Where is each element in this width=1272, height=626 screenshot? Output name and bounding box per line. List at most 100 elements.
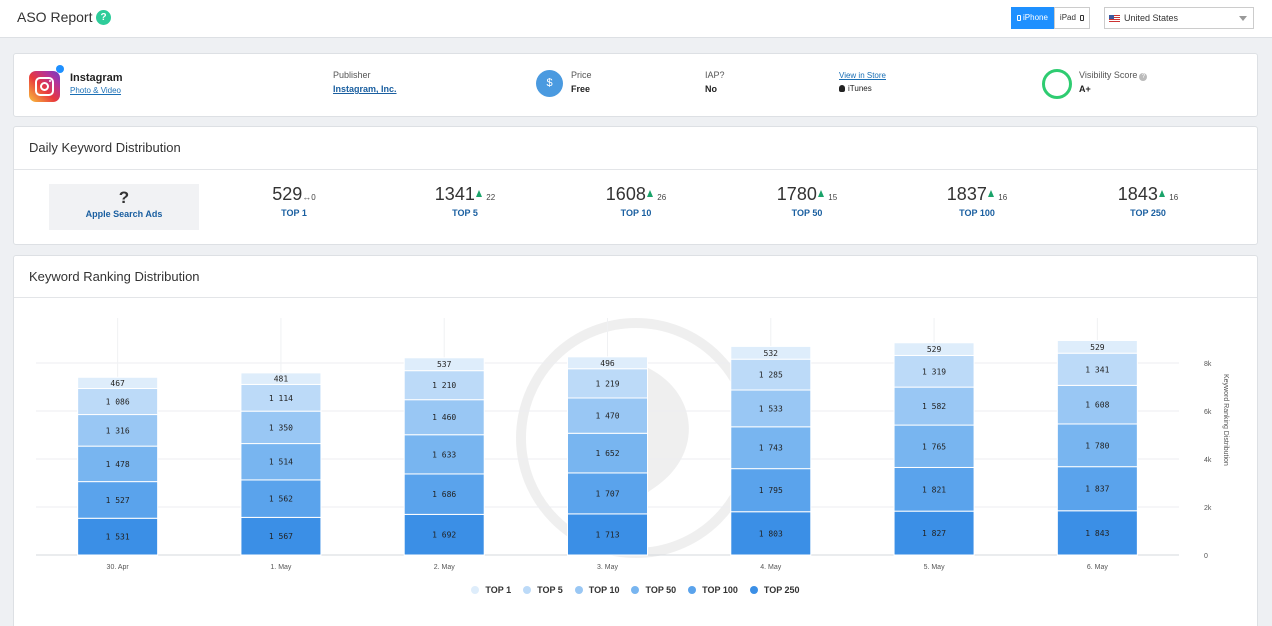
data-label: 1 803 [759, 529, 783, 538]
bar-segment[interactable] [567, 513, 648, 556]
top-bar: ASO Report ? iPhone iPad United States [0, 0, 1272, 38]
bar-segment[interactable] [730, 345, 812, 360]
device-toggle: iPhone iPad [1011, 7, 1091, 29]
data-label: 1 608 [1085, 401, 1109, 410]
bar-segment[interactable] [730, 468, 812, 513]
legend-label: TOP 10 [588, 585, 620, 595]
iap-label: IAP? [705, 70, 725, 80]
bar-segment[interactable] [730, 358, 812, 391]
legend-item[interactable]: TOP 50 [631, 585, 676, 595]
x-tick-label: 4. May [760, 564, 782, 571]
bar-segment[interactable] [403, 357, 485, 372]
bar-segment[interactable] [567, 397, 648, 434]
help-icon[interactable]: ? [96, 10, 111, 25]
data-label: 1 460 [432, 413, 456, 422]
bar-segment[interactable] [893, 510, 975, 556]
phone-icon [1017, 15, 1021, 21]
x-tick-label: 5. May [924, 564, 946, 571]
legend-label: TOP 100 [702, 585, 738, 595]
data-label: 1 219 [595, 379, 619, 388]
instagram-app-icon [29, 71, 60, 102]
bar-segment[interactable] [240, 443, 322, 481]
bar-segment[interactable] [77, 481, 159, 519]
bar-segment[interactable] [77, 387, 159, 416]
data-label: 467 [110, 379, 125, 388]
tablet-icon [1080, 15, 1085, 21]
legend-dot-icon [749, 586, 758, 594]
ipad-label: iPad [1059, 13, 1076, 22]
country-select[interactable]: United States [1104, 7, 1254, 29]
iphone-button[interactable]: iPhone [1011, 7, 1054, 29]
data-label: 1 713 [595, 530, 619, 539]
y-tick-label: 8k [1204, 361, 1212, 368]
app-info-card: Instagram Photo & Video Publisher Instag… [13, 53, 1258, 117]
bar-segment[interactable] [567, 472, 648, 515]
data-label: 1 531 [106, 533, 130, 542]
legend-item[interactable]: TOP 5 [523, 585, 563, 595]
data-label: 1 843 [1085, 529, 1109, 538]
iphone-label: iPhone [1023, 13, 1048, 22]
publisher-link[interactable]: Instagram, Inc. [333, 84, 397, 94]
bar-segment[interactable] [730, 511, 812, 556]
divider [14, 297, 1257, 298]
stat-top10: 1608 26 TOP 10 [561, 184, 711, 218]
stat-label: TOP 5 [452, 208, 478, 218]
stat-change: 22 [486, 193, 496, 202]
arrow-up-icon [646, 190, 653, 197]
bar-segment[interactable] [240, 479, 322, 518]
flat-arrow-icon: ↔ [302, 192, 312, 202]
bar-segment[interactable] [730, 389, 812, 428]
bar-segment[interactable] [240, 383, 322, 412]
bar-segment[interactable] [403, 434, 485, 475]
legend-item[interactable]: TOP 250 [749, 585, 800, 595]
app-category-link[interactable]: Photo & Video [70, 86, 122, 95]
y-tick-label: 4k [1204, 457, 1212, 464]
bar-segment[interactable] [403, 370, 485, 401]
bar-segment[interactable] [77, 445, 159, 483]
country-value: United States [1124, 13, 1179, 23]
legend-item[interactable]: TOP 1 [471, 585, 511, 595]
legend-label: TOP 5 [537, 585, 563, 595]
stat-change: 16 [998, 193, 1008, 202]
bar-segment[interactable] [567, 356, 648, 370]
bar-segment[interactable] [893, 386, 975, 426]
bar-segment[interactable] [567, 432, 648, 474]
legend-item[interactable]: TOP 10 [574, 585, 620, 595]
bar-segment[interactable] [1056, 423, 1138, 468]
ipad-button[interactable]: iPad [1053, 7, 1091, 29]
bar-segment[interactable] [1056, 352, 1138, 386]
bar-segment[interactable] [1056, 466, 1138, 512]
stat-top1: 529↔0 TOP 1 [219, 184, 369, 218]
bar-segment[interactable] [77, 414, 159, 447]
visibility-help-icon[interactable]: ? [1139, 73, 1148, 81]
arrow-up-icon [817, 190, 824, 197]
data-label: 1 567 [269, 532, 293, 541]
bar-segment[interactable] [240, 372, 322, 385]
arrow-up-icon [475, 190, 482, 197]
data-label: 1 652 [595, 449, 619, 458]
visibility-label: Visibility Score? [1079, 70, 1148, 81]
bar-segment[interactable] [893, 342, 975, 356]
store-value: iTunes [839, 84, 872, 93]
bar-segment[interactable] [403, 513, 485, 556]
bar-segment[interactable] [77, 376, 159, 389]
bar-segment[interactable] [240, 516, 322, 556]
bar-segment[interactable] [1056, 384, 1138, 425]
stat-label: TOP 1 [281, 208, 307, 218]
data-label: 1 316 [106, 426, 130, 435]
stat-value: 1780 [776, 184, 817, 204]
apple-search-ads-box[interactable]: ? Apple Search Ads [49, 184, 199, 230]
data-label: 1 765 [922, 442, 946, 451]
legend-item[interactable]: TOP 100 [688, 585, 738, 595]
arrow-up-icon [1158, 190, 1165, 197]
bar-segment[interactable] [403, 473, 485, 515]
data-label: 1 350 [269, 423, 293, 432]
stat-value: 529 [272, 184, 303, 204]
bar-segment[interactable] [77, 517, 159, 556]
legend-dot-icon [471, 586, 480, 594]
x-tick-label: 6. May [1087, 564, 1109, 571]
bar-segment[interactable] [403, 399, 485, 436]
view-in-store-link[interactable]: View in Store [839, 71, 886, 80]
bar-segment[interactable] [1056, 510, 1138, 556]
bar-segment[interactable] [1056, 339, 1138, 354]
